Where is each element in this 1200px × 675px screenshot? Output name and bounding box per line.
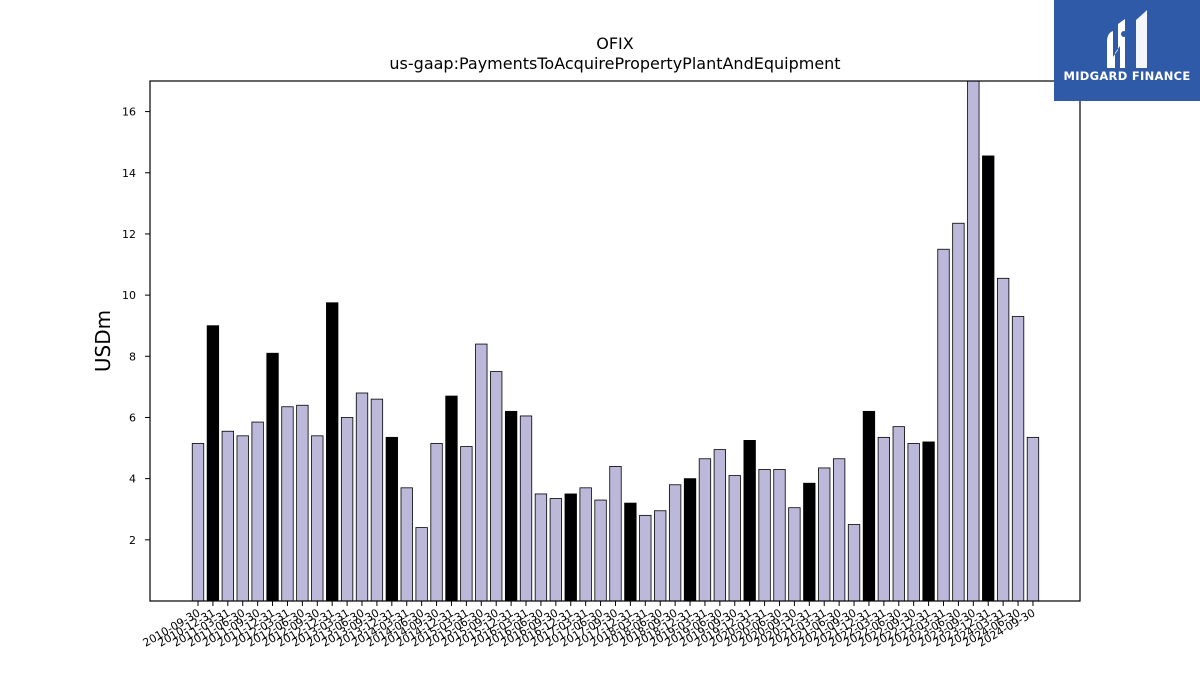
- bar-2022-12-31: [922, 441, 935, 602]
- bar-2017-06-30: [594, 499, 607, 602]
- logo-text: MIDGARD FINANCE: [1063, 69, 1191, 83]
- bar-2021-12-31: [862, 410, 876, 602]
- bar-2012-09-30: [311, 435, 324, 602]
- bar-2015-12-31: [504, 410, 518, 602]
- bar-2023-03-31: [937, 248, 950, 602]
- x-axis-ticks: 2010-09-302010-12-312011-03-312011-06-30…: [141, 601, 1037, 650]
- y-tick-label: 10: [122, 289, 136, 302]
- bar-2021-09-30: [847, 524, 861, 602]
- y-tick-label: 2: [129, 534, 136, 547]
- bar-2014-06-30: [415, 527, 428, 602]
- bar-2020-12-31: [803, 482, 816, 602]
- bar-2021-03-31: [818, 467, 831, 602]
- brand-logo: MIDGARD FINANCE: [1054, 0, 1200, 101]
- y-tick-label: 4: [129, 473, 136, 486]
- bar-2021-06-30: [832, 458, 846, 602]
- bar-2010-09-30: [191, 443, 205, 602]
- bar-2024-06-30: [1011, 316, 1025, 602]
- bar-2014-12-31: [445, 395, 458, 602]
- chart-title: OFIX: [596, 34, 634, 53]
- bar-2013-03-31: [340, 417, 354, 602]
- y-axis-ticks: 2 4 6 8 10 12 14 16: [122, 106, 150, 547]
- bar-2018-09-30: [668, 484, 682, 602]
- y-axis-label: USDm: [91, 310, 115, 372]
- bar-2023-12-31: [982, 155, 995, 602]
- bar-2010-12-31: [206, 325, 220, 602]
- bar-2019-03-31: [698, 458, 712, 602]
- bar-2015-06-30: [475, 343, 488, 602]
- bar-2016-12-31: [564, 493, 577, 602]
- bar-2024-03-31: [996, 277, 1010, 602]
- bar-2013-12-31: [385, 436, 398, 602]
- bar-2016-06-30: [534, 493, 548, 602]
- bar-2022-03-31: [877, 436, 891, 602]
- bar-2019-12-31: [743, 440, 756, 602]
- bar-2012-03-31: [281, 406, 294, 602]
- chart-subtitle: us-gaap:PaymentsToAcquirePropertyPlantAn…: [389, 54, 840, 73]
- bar-2011-03-31: [221, 430, 234, 602]
- bar-2017-03-31: [579, 487, 592, 602]
- bar-2014-09-30: [430, 443, 443, 602]
- y-tick-label: 6: [129, 411, 136, 424]
- y-tick-label: 14: [122, 167, 136, 180]
- bar-2012-06-30: [296, 404, 309, 602]
- bar-2012-12-31: [326, 302, 339, 602]
- bar-2015-09-30: [490, 371, 503, 602]
- bar-2011-12-31: [266, 352, 279, 602]
- bar-2018-12-31: [683, 478, 697, 602]
- bar-2011-06-30: [236, 435, 249, 602]
- bar-2017-09-30: [609, 466, 622, 602]
- bar-2024-09-30: [1026, 436, 1040, 602]
- bar-2019-09-30: [728, 475, 741, 602]
- bar-2022-06-30: [892, 426, 905, 602]
- bar-2011-09-30: [251, 421, 264, 602]
- midgard-logo-icon: [1107, 10, 1147, 68]
- bar-2016-03-31: [519, 415, 533, 602]
- bar-2019-06-30: [713, 449, 726, 602]
- bar-2018-03-31: [639, 514, 652, 602]
- bar-2020-06-30: [773, 469, 786, 602]
- bar-2022-09-30: [907, 443, 920, 602]
- bar-2023-09-30: [967, 80, 980, 602]
- bar-2017-12-31: [624, 502, 637, 602]
- bar-2018-06-30: [654, 510, 667, 602]
- bar-2020-09-30: [788, 507, 801, 602]
- bars: [191, 80, 1040, 602]
- y-tick-label: 12: [122, 228, 136, 241]
- y-tick-label: 8: [129, 350, 136, 363]
- y-tick-label: 16: [122, 106, 136, 119]
- bar-2014-03-31: [400, 487, 413, 602]
- bar-2016-09-30: [549, 498, 562, 602]
- bar-2013-06-30: [355, 392, 369, 602]
- bar-2013-09-30: [370, 398, 384, 602]
- bar-2023-06-30: [952, 222, 965, 602]
- bar-2020-03-31: [758, 469, 771, 602]
- plot-frame: [149, 80, 1081, 602]
- bar-2015-03-31: [460, 446, 473, 602]
